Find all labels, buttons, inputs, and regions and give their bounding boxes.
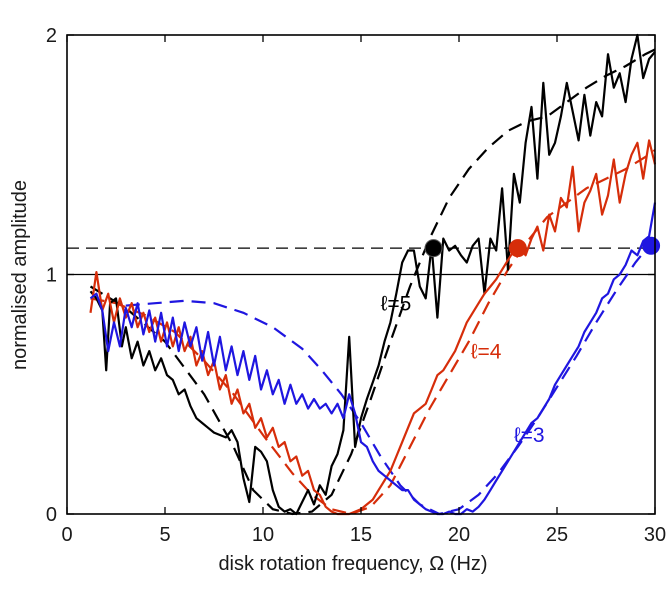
fit-curve-l5 bbox=[89, 48, 656, 516]
threshold-marker-l3 bbox=[642, 236, 661, 255]
x-axis-label: disk rotation frequency, Ω (Hz) bbox=[218, 553, 487, 575]
fit-curves bbox=[89, 48, 656, 516]
x-tick-label: 5 bbox=[159, 524, 170, 546]
x-tick-label: 30 bbox=[644, 524, 666, 546]
x-tick-label: 0 bbox=[61, 524, 72, 546]
threshold-marker-l4 bbox=[508, 239, 527, 258]
x-tick-label: 25 bbox=[546, 524, 568, 546]
axis-ticks: 0 5 10 15 20 25 30 0 1 2 bbox=[46, 25, 666, 546]
x-tick-label: 20 bbox=[448, 524, 470, 546]
y-tick-label: 0 bbox=[46, 504, 57, 526]
series-label-l3: ℓ=3 bbox=[514, 424, 545, 447]
threshold-marker-l5 bbox=[424, 239, 443, 258]
series-label-l5: ℓ=5 bbox=[381, 292, 412, 315]
measured-curve-l5 bbox=[89, 33, 656, 516]
reference-lines bbox=[67, 247, 655, 276]
y-axis-label: normalised amplitude bbox=[9, 180, 31, 370]
y-tick-label: 2 bbox=[46, 25, 57, 47]
measured-curve-l4 bbox=[89, 139, 657, 516]
series-label-l4: ℓ=4 bbox=[471, 340, 502, 363]
y-tick-label: 1 bbox=[46, 265, 57, 287]
measured-curves bbox=[89, 33, 657, 516]
x-tick-label: 10 bbox=[252, 524, 274, 546]
series-labels: ℓ=5 ℓ=4 ℓ=3 bbox=[381, 292, 545, 447]
fit-curve-l4 bbox=[90, 149, 656, 516]
x-tick-label: 15 bbox=[350, 524, 372, 546]
measured-curve-l3 bbox=[89, 202, 657, 516]
